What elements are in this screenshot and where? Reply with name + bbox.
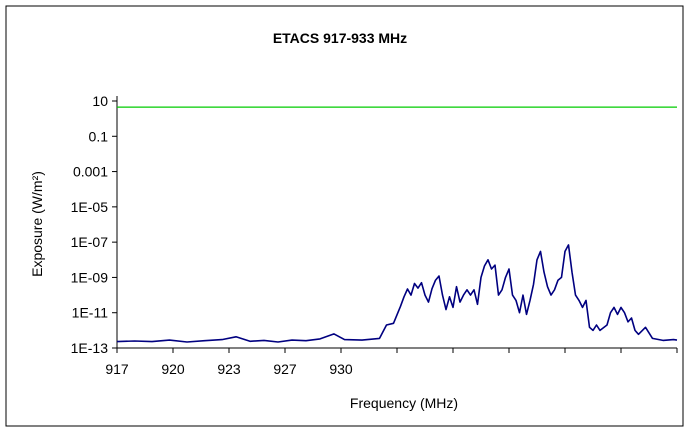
y-tick-label: 1E-09 bbox=[71, 269, 109, 285]
y-tick-label: 10 bbox=[92, 93, 108, 109]
y-tick-label: 1E-05 bbox=[71, 199, 109, 215]
chart-border bbox=[5, 5, 684, 427]
y-tick-label: 1E-07 bbox=[71, 234, 109, 250]
x-tick-label: 930 bbox=[329, 361, 353, 377]
x-axis-title: Frequency (MHz) bbox=[350, 395, 458, 411]
x-tick-label: 917 bbox=[105, 361, 129, 377]
plot-layer: 10 0.1 0.001 1E-05 1E-07 1E-09 1E-11 1E-13 917 92… bbox=[71, 93, 678, 377]
chart-title: ETACS 917-933 MHz bbox=[273, 30, 407, 46]
y-tick-label: 1E-11 bbox=[72, 305, 109, 321]
y-tick-label: 0.001 bbox=[73, 164, 108, 180]
exposure-series-line bbox=[116, 244, 678, 343]
y-axis-title: Exposure (W/m²) bbox=[29, 171, 45, 277]
y-tick-label: 1E-13 bbox=[71, 340, 109, 356]
y-tick-label: 0.1 bbox=[89, 128, 109, 144]
x-tick-label: 927 bbox=[273, 361, 297, 377]
x-tick-label: 923 bbox=[217, 361, 241, 377]
x-tick-label: 920 bbox=[161, 361, 185, 377]
